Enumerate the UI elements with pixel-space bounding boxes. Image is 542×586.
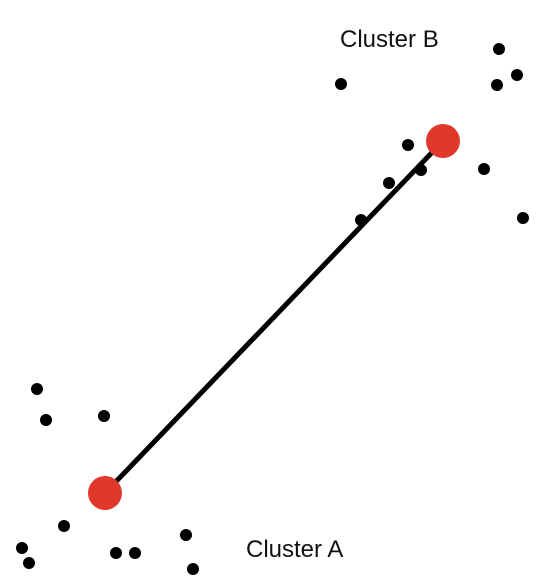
cluster-a-point [16, 542, 28, 554]
cluster-a-point [58, 520, 70, 532]
cluster-b-point [517, 212, 529, 224]
cluster-a-point [129, 547, 141, 559]
cluster-a-point [110, 547, 122, 559]
cluster-a-label: Cluster A [246, 536, 343, 563]
cluster-b-centroid [426, 124, 460, 158]
cluster-b-point [402, 139, 414, 151]
cluster-a-point [40, 414, 52, 426]
cluster-a-point [187, 563, 199, 575]
cluster-b-point [415, 164, 427, 176]
cluster-b-label: Cluster B [340, 26, 439, 53]
cluster-a-point [31, 383, 43, 395]
cluster-b-point [383, 177, 395, 189]
cluster-a-point [98, 410, 110, 422]
cluster-b-point [478, 163, 490, 175]
centroid-link-line [102, 138, 446, 496]
cluster-a-point [180, 529, 192, 541]
cluster-b-point [511, 69, 523, 81]
cluster-b-points [335, 43, 529, 226]
cluster-a-points [16, 383, 199, 575]
cluster-b-point [493, 43, 505, 55]
cluster-b-point [335, 78, 347, 90]
cluster-a-point [23, 557, 35, 569]
cluster-b-point [491, 79, 503, 91]
cluster-a-centroid [88, 476, 122, 510]
cluster-b-point [355, 214, 367, 226]
